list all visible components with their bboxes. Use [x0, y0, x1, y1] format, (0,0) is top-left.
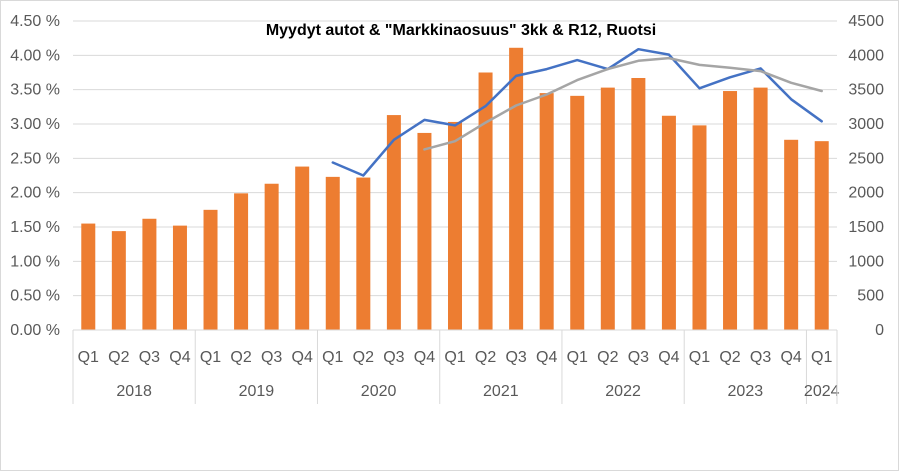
x-tick-label: Q4	[292, 349, 313, 366]
bar	[203, 209, 218, 330]
x-tick-label: Q1	[567, 349, 588, 366]
y-right-tick-label: 500	[857, 288, 884, 305]
y-right-tick-label: 4000	[848, 47, 884, 64]
y-right-tick-label: 0	[875, 322, 884, 339]
bar	[753, 87, 768, 331]
axes: 0.00 % 0.50 % 1.00 % 1.50 % 2.00 % 2.50 % 3.00…	[10, 13, 884, 404]
series-line	[331, 47, 823, 177]
y-right-tick-label: 2500	[848, 150, 884, 167]
chart-title: Myydyt autot & "Markkinaosuus" 3kk & R12…	[266, 22, 656, 39]
x-tick-label: Q4	[536, 349, 557, 366]
x-tick-label: Q2	[597, 349, 618, 366]
bar	[325, 176, 340, 330]
y-left-tick-label: 1.50 %	[10, 219, 60, 236]
series-line	[423, 56, 823, 151]
x-tick-label: Q2	[230, 349, 251, 366]
x-tick-label: Q3	[383, 349, 404, 366]
x-tick-label: Q3	[261, 349, 282, 366]
bar	[692, 125, 707, 330]
x-tick-label: Q4	[414, 349, 435, 366]
y-left-tick-label: 2.50 %	[10, 150, 60, 167]
y-right-tick-label: 4500	[848, 13, 884, 30]
x-year-label: 2024	[804, 383, 840, 400]
bar	[814, 141, 829, 330]
x-tick-label: Q1	[689, 349, 710, 366]
y-left-tick-label: 2.00 %	[10, 185, 60, 202]
y-left-tick-label: 0.00 %	[10, 322, 60, 339]
x-tick-label: Q2	[353, 349, 374, 366]
x-year-label: 2018	[116, 383, 152, 400]
y-left-tick-label: 0.50 %	[10, 288, 60, 305]
bar	[448, 121, 462, 330]
bar	[784, 139, 799, 330]
y-right-tick-label: 1500	[848, 219, 884, 236]
x-tick-label: Q4	[169, 349, 190, 366]
bar	[142, 218, 157, 330]
bar-series	[81, 47, 829, 331]
x-tick-label: Q1	[811, 349, 832, 366]
bar	[172, 225, 187, 330]
y-left-tick-label: 1.00 %	[10, 253, 60, 270]
y-left-tick-label: 3.00 %	[10, 116, 60, 133]
line-series	[331, 47, 823, 177]
y-right-tick-label: 3500	[848, 82, 884, 99]
x-tick-label: Q4	[658, 349, 679, 366]
x-tick-label: Q3	[628, 349, 649, 366]
x-tick-label: Q2	[108, 349, 129, 366]
x-tick-label: Q3	[505, 349, 526, 366]
x-year-label: 2020	[361, 383, 397, 400]
x-tick-label: Q3	[750, 349, 771, 366]
x-tick-label: Q1	[322, 349, 343, 366]
x-tick-label: Q1	[444, 349, 465, 366]
bar	[570, 95, 585, 330]
x-year-label: 2022	[605, 383, 641, 400]
bar	[386, 115, 401, 330]
bar	[631, 77, 646, 330]
bar	[723, 91, 738, 330]
x-tick-label: Q1	[200, 349, 221, 366]
bar	[539, 93, 554, 330]
bar	[81, 223, 96, 330]
x-tick-label: Q3	[139, 349, 160, 366]
y-right-tick-label: 3000	[848, 116, 884, 133]
bar	[295, 166, 310, 330]
bar	[478, 72, 493, 330]
x-tick-label: Q4	[780, 349, 801, 366]
x-year-label: 2019	[239, 383, 275, 400]
bar	[264, 183, 279, 330]
bar	[661, 115, 676, 330]
bar	[417, 132, 432, 330]
bar	[111, 231, 126, 330]
y-left-tick-label: 3.50 %	[10, 82, 60, 99]
x-tick-label: Q1	[78, 349, 99, 366]
bar	[234, 193, 249, 330]
bar	[600, 87, 615, 331]
y-right-tick-label: 2000	[848, 185, 884, 202]
x-tick-label: Q2	[475, 349, 496, 366]
y-right-tick-label: 1000	[848, 253, 884, 270]
x-year-label: 2023	[728, 383, 764, 400]
y-left-tick-label: 4.00 %	[10, 47, 60, 64]
x-year-label: 2021	[483, 383, 519, 400]
x-tick-label: Q2	[719, 349, 740, 366]
y-left-tick-label: 4.50 %	[10, 13, 60, 30]
bar	[509, 47, 524, 330]
bar	[356, 177, 371, 330]
